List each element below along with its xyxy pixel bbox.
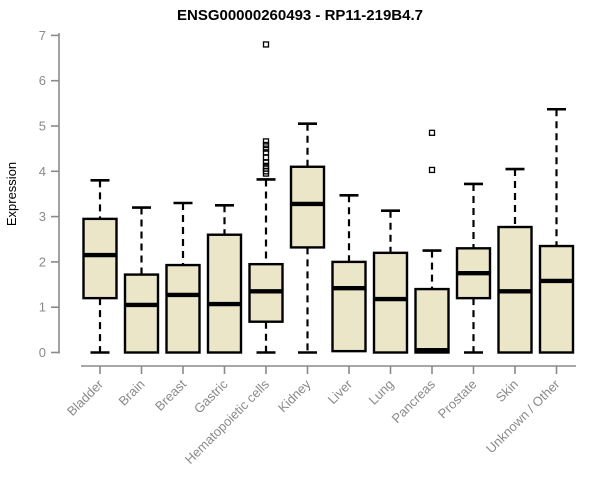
outlier-point xyxy=(428,129,436,136)
x-tick-label: Breast xyxy=(152,376,189,413)
box-iqr xyxy=(123,273,160,354)
box-iqr xyxy=(165,263,201,354)
x-tick-label: Pancreas xyxy=(389,376,439,426)
box-iqr xyxy=(289,165,326,249)
x-tick-label: Liver xyxy=(325,376,356,407)
outlier-point xyxy=(262,149,270,156)
box-iqr xyxy=(82,217,118,300)
y-tick-label: 3 xyxy=(39,209,46,224)
y-axis-title: Expression xyxy=(4,162,19,226)
x-tick-label: Lung xyxy=(366,377,397,408)
y-tick-label: 7 xyxy=(39,28,46,43)
y-tick-label: 5 xyxy=(39,119,46,134)
outlier-point xyxy=(262,145,270,152)
y-tick-label: 2 xyxy=(39,254,46,269)
outlier-point xyxy=(262,141,270,149)
y-tick-label: 6 xyxy=(39,73,46,88)
outlier-point xyxy=(262,162,270,170)
outlier-point xyxy=(262,41,270,48)
outlier-point xyxy=(262,138,270,145)
x-tick-label: Brain xyxy=(116,377,148,409)
x-tick-label: Kidney xyxy=(275,376,314,415)
x-tick-label: Bladder xyxy=(64,376,107,419)
box-iqr xyxy=(372,251,409,354)
box-iqr xyxy=(414,287,450,354)
y-tick-label: 1 xyxy=(39,300,46,315)
box-iqr xyxy=(206,233,243,354)
x-tick-label: Prostate xyxy=(435,377,480,422)
box-iqr xyxy=(538,244,575,354)
y-tick-label: 4 xyxy=(39,164,46,179)
x-tick-label: Skin xyxy=(493,377,521,405)
boxes-layer xyxy=(82,41,575,354)
chart-title: ENSG00000260493 - RP11-219B4.7 xyxy=(177,7,423,24)
y-tick-label: 0 xyxy=(39,345,46,360)
outlier-point xyxy=(428,166,436,174)
x-tick-label: Unknown / Other xyxy=(483,376,563,456)
box-iqr xyxy=(331,260,367,353)
x-tick-label: Gastric xyxy=(191,376,231,416)
